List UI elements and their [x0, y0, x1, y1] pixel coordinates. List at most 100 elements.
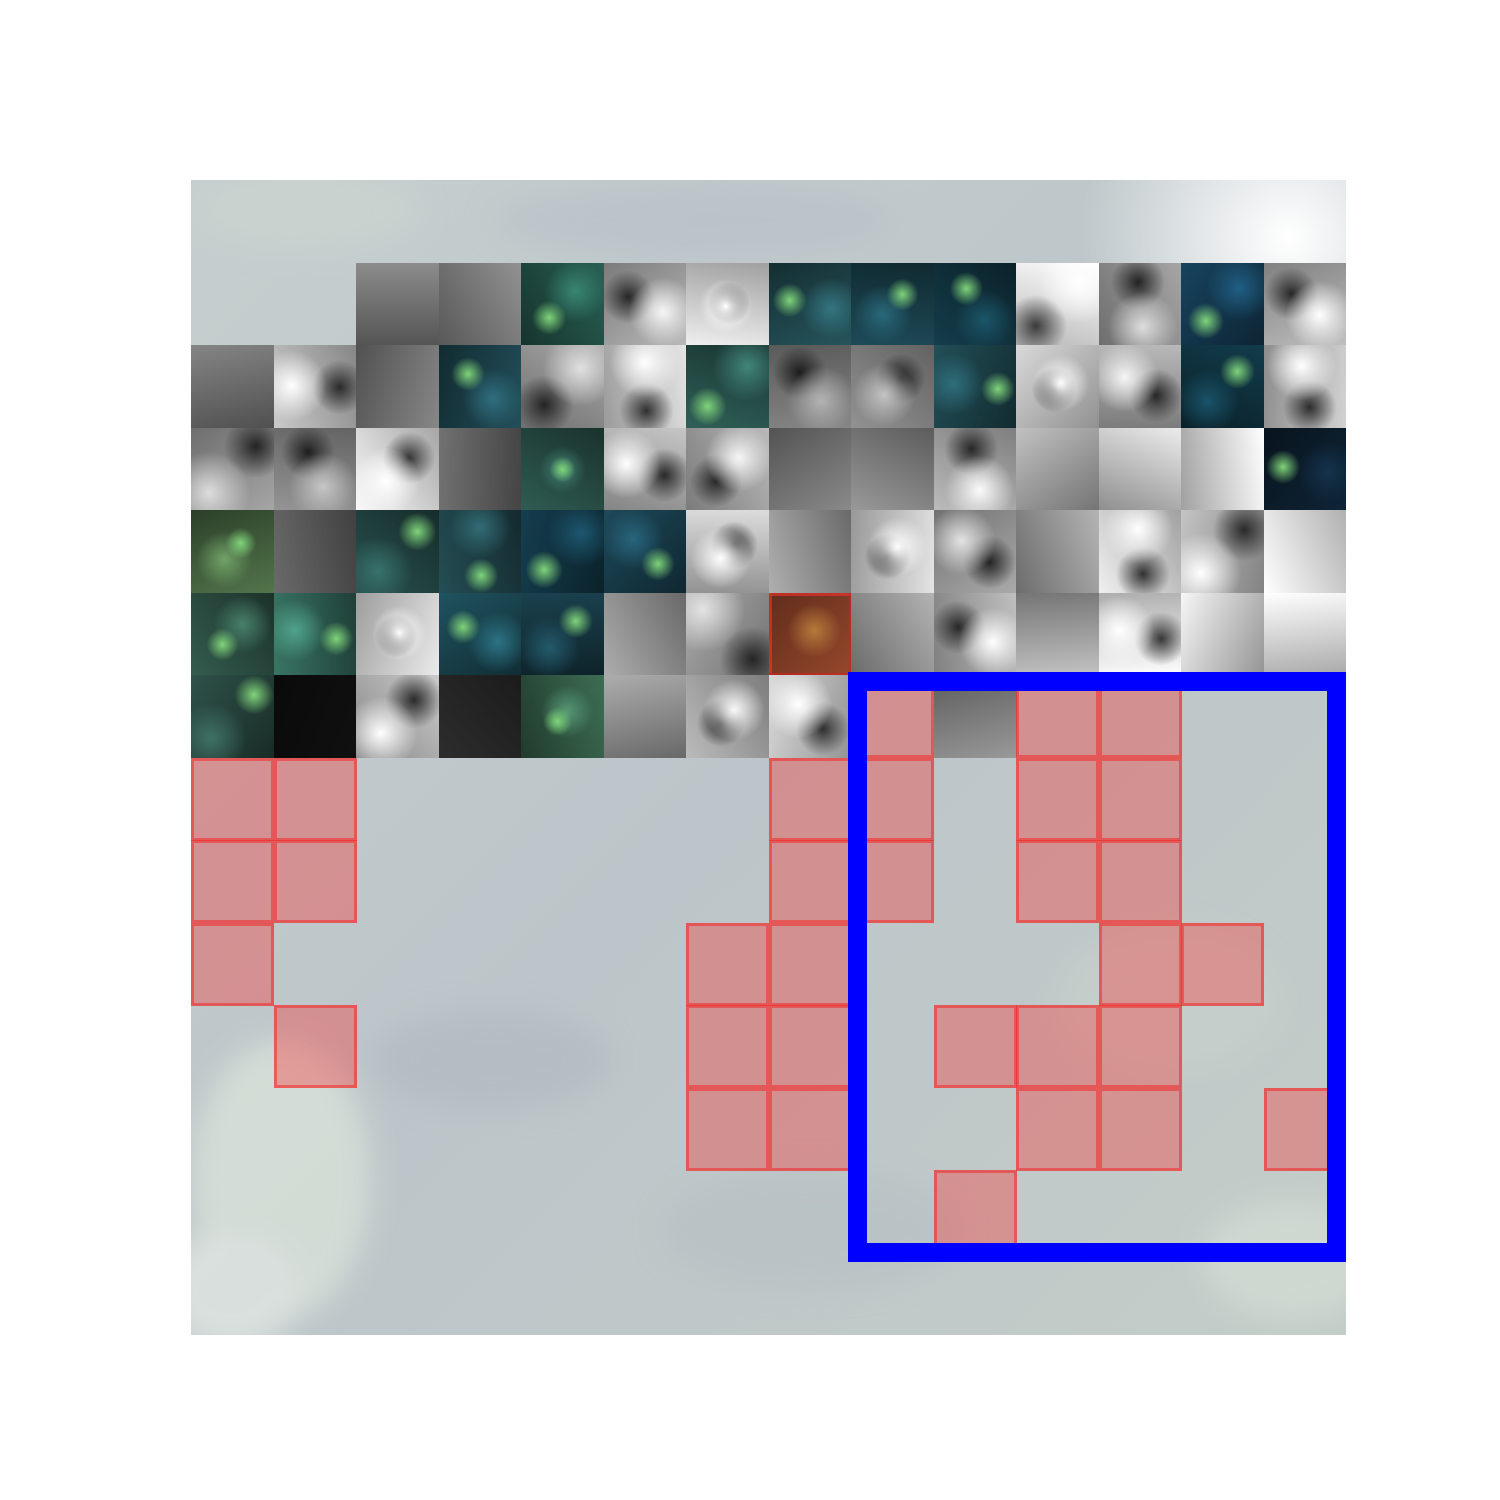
image-patch: [191, 345, 274, 428]
image-patch: [356, 262, 439, 346]
image-patch: [1181, 345, 1264, 428]
image-patch: [603, 427, 687, 511]
highlight-cell: [1098, 757, 1182, 841]
image-patch: [603, 262, 687, 346]
image-patch: [273, 675, 357, 758]
image-patch: [521, 592, 604, 676]
image-patch: [603, 675, 687, 758]
image-patch: [356, 675, 439, 758]
highlight-cell: [191, 757, 274, 841]
highlight-cell: [686, 1087, 769, 1171]
image-patch: [521, 427, 604, 511]
highlight-cell: [768, 757, 852, 841]
image-patch: [1263, 427, 1346, 511]
image-patch: [603, 592, 687, 676]
image-patch: [273, 510, 357, 593]
image-patch: [933, 427, 1017, 511]
image-patch: [768, 592, 852, 676]
image-patch: [1181, 592, 1264, 676]
image-patch: [1016, 262, 1099, 346]
image-patch: [768, 427, 852, 511]
image-patch: [438, 345, 522, 428]
highlight-cell: [273, 1005, 357, 1088]
image-patch: [356, 592, 439, 676]
image-patch: [273, 345, 357, 428]
image-patch: [1263, 262, 1346, 346]
image-patch: [686, 592, 769, 676]
image-patch: [356, 427, 439, 511]
image-patch: [1263, 345, 1346, 428]
image-patch: [191, 675, 274, 758]
highlight-cell: [686, 1005, 769, 1088]
image-patch: [521, 510, 604, 593]
image-patch: [603, 345, 687, 428]
image-patch: [438, 262, 522, 346]
highlight-cell: [273, 757, 357, 841]
highlight-cell: [273, 840, 357, 923]
image-patch: [933, 345, 1017, 428]
highlight-cell: [768, 1005, 852, 1088]
image-patch: [768, 262, 852, 346]
highlight-cell: [1016, 1087, 1099, 1171]
image-patch: [851, 427, 934, 511]
image-patch: [1016, 592, 1099, 676]
image-patch: [686, 262, 769, 346]
image-patch: [438, 675, 522, 758]
image-patch: [1016, 345, 1099, 428]
highlight-cell: [1016, 840, 1099, 923]
image-patch: [851, 345, 934, 428]
highlight-cell: [1098, 1087, 1182, 1171]
image-patch: [521, 262, 604, 346]
image-patch: [1098, 427, 1182, 511]
image-patch: [438, 427, 522, 511]
image-patch: [1098, 592, 1182, 676]
image-patch: [1181, 427, 1264, 511]
image-patch: [851, 262, 934, 346]
image-patch: [1098, 345, 1182, 428]
image-patch: [851, 510, 934, 593]
image-patch: [686, 675, 769, 758]
image-patch: [686, 427, 769, 511]
image-patch: [438, 592, 522, 676]
image-patch: [1098, 262, 1182, 346]
image-patch: [273, 427, 357, 511]
image-patch: [768, 510, 852, 593]
image-patch: [768, 675, 852, 758]
image-patch: [768, 345, 852, 428]
image-patch: [686, 510, 769, 593]
image-patch: [1016, 510, 1099, 593]
highlight-cell: [768, 840, 852, 923]
image-patch: [521, 675, 604, 758]
highlight-cell: [1098, 1005, 1182, 1088]
highlight-cell: [768, 1087, 852, 1171]
image-patch: [1263, 510, 1346, 593]
image-patch: [1263, 592, 1346, 676]
image-patch: [933, 592, 1017, 676]
image-patch: [851, 592, 934, 676]
image-patch: [191, 510, 274, 593]
image-patch: [191, 427, 274, 511]
image-patch: [686, 345, 769, 428]
highlight-cell: [1098, 840, 1182, 923]
image-patch: [603, 510, 687, 593]
image-patch: [1181, 510, 1264, 593]
image-patch: [521, 345, 604, 428]
roi-box: [848, 672, 1346, 1262]
highlight-cell: [1098, 922, 1182, 1006]
image-patch: [356, 345, 439, 428]
image-patch: [356, 510, 439, 593]
image-patch: [1181, 262, 1264, 346]
highlight-cell: [191, 922, 274, 1006]
image-patch: [1098, 510, 1182, 593]
image-patch: [1016, 427, 1099, 511]
image-patch: [933, 510, 1017, 593]
highlight-cell: [1016, 1005, 1099, 1088]
image-patch: [191, 592, 274, 676]
image-patch: [273, 592, 357, 676]
highlight-cell: [686, 922, 769, 1006]
image-panel: [191, 180, 1346, 1335]
highlight-cell: [768, 922, 852, 1006]
highlight-cell: [933, 1170, 1017, 1253]
highlight-cell: [191, 840, 274, 923]
highlight-cell: [933, 1005, 1017, 1088]
